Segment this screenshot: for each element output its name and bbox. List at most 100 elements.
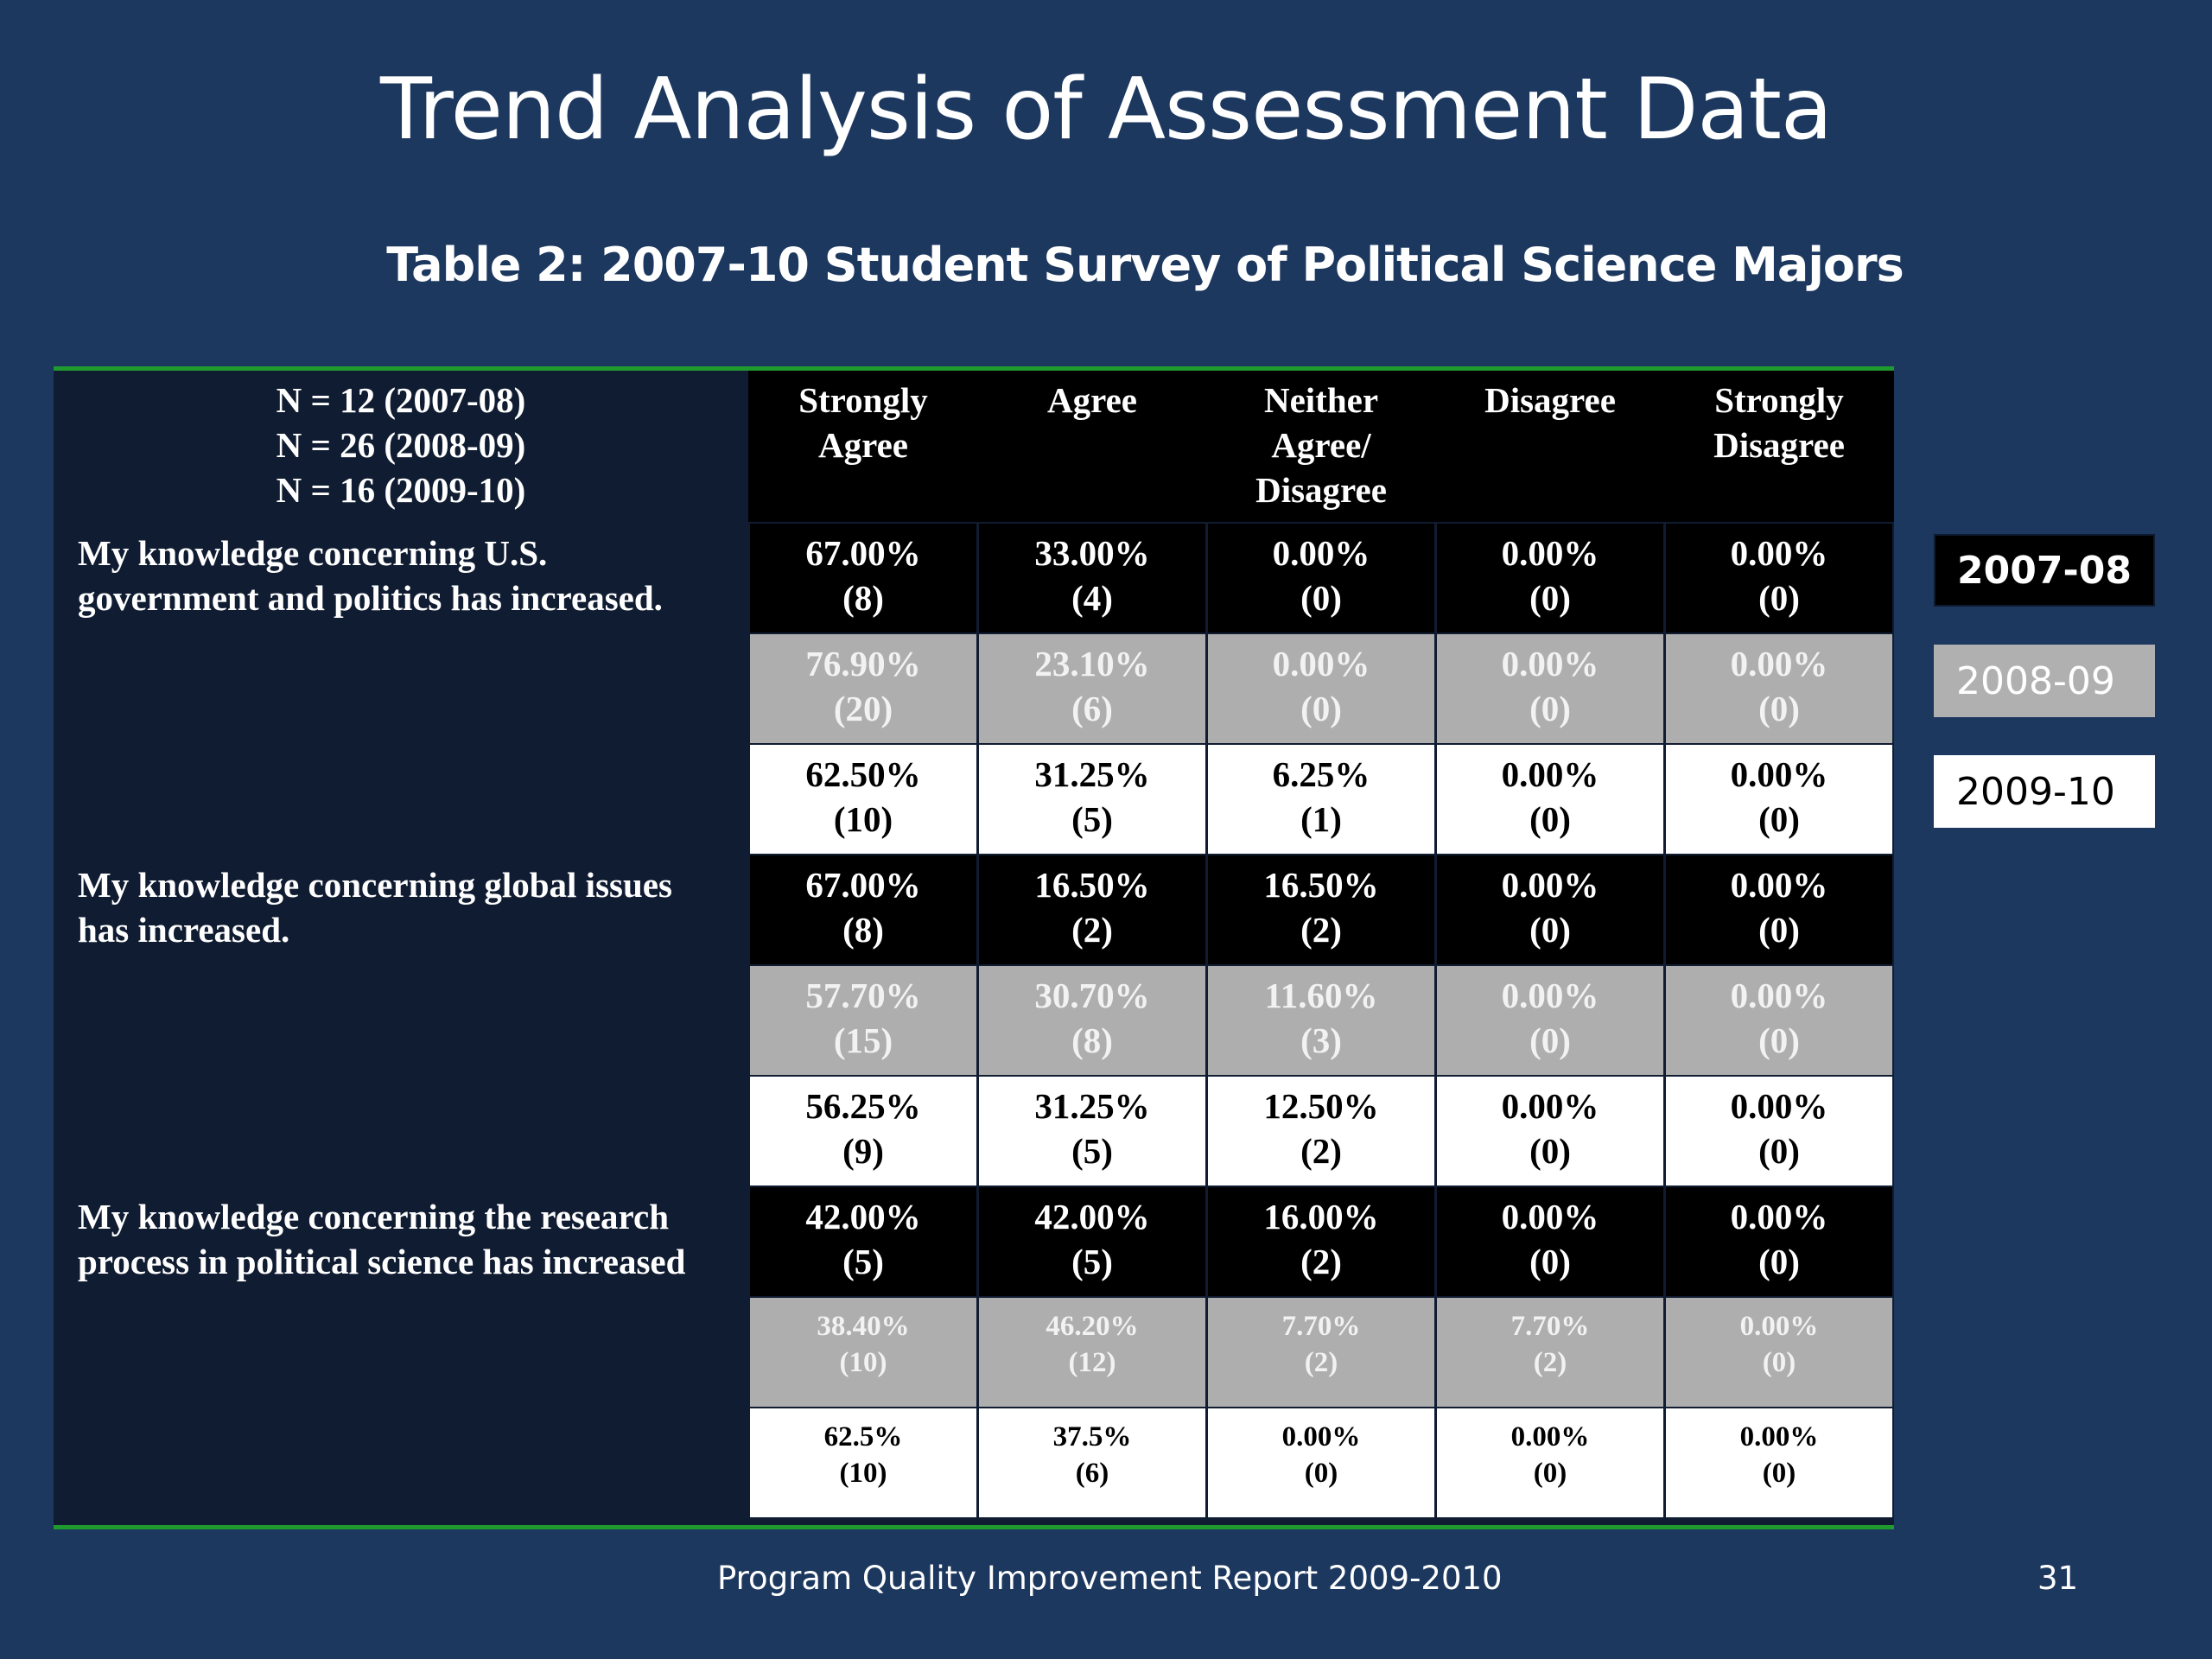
cell-line: Agree: [818, 425, 908, 465]
question-label: My knowledge concerning U.S. government a…: [54, 524, 747, 632]
cell-line: 42.00%: [1034, 1197, 1150, 1236]
slide-title: Trend Analysis of Assessment Data: [380, 60, 1833, 159]
cell-line: (0): [1529, 1020, 1571, 1060]
cell-line: 0.00%: [1272, 533, 1370, 573]
cell-line: Agree/: [1271, 425, 1371, 465]
cell-line: (10): [839, 1347, 887, 1378]
cell-line: 12.50%: [1263, 1086, 1379, 1126]
cell-line: (0): [1758, 910, 1800, 950]
cell-line: (6): [1071, 689, 1113, 728]
value-cell: 30.70% (8): [979, 966, 1205, 1075]
cell-line: 62.5%: [823, 1421, 903, 1452]
cell-line: 0.00%: [1730, 1197, 1828, 1236]
value-cell: 0.00% (0): [1666, 966, 1892, 1075]
cell-line: (0): [1758, 1242, 1800, 1281]
cell-line: 30.70%: [1034, 976, 1150, 1015]
cell-line: N = 26 (2008-09): [276, 425, 526, 465]
cell-line: (2): [1300, 910, 1342, 950]
cell-line: (0): [1529, 1242, 1571, 1281]
cell-line: 0.00%: [1739, 1421, 1819, 1452]
cell-line: (0): [1304, 1458, 1338, 1489]
value-cell: 0.00% (0): [1208, 1408, 1434, 1517]
column-header: Strongly Disagree: [1664, 371, 1894, 522]
value-cell: 16.50% (2): [1208, 855, 1434, 964]
cell-line: (0): [1300, 578, 1342, 618]
value-cell: 12.50% (2): [1208, 1077, 1434, 1185]
value-cell: 38.40% (10): [750, 1298, 976, 1407]
value-cell: 62.50% (10): [750, 745, 976, 854]
cell-line: 33.00%: [1034, 533, 1150, 573]
cell-line: (0): [1762, 1458, 1796, 1489]
value-cell: 0.00% (0): [1437, 1077, 1663, 1185]
value-cell: 33.00% (4): [979, 524, 1205, 632]
cell-line: (1): [1300, 799, 1342, 839]
cell-line: 0.00%: [1730, 976, 1828, 1015]
cell-line: 16.50%: [1034, 865, 1150, 905]
cell-line: 57.70%: [805, 976, 921, 1015]
cell-line: (0): [1758, 1020, 1800, 1060]
cell-line: N = 16 (2009-10): [276, 470, 526, 510]
cell-line: 11.60%: [1264, 976, 1378, 1015]
cell-line: 0.00%: [1739, 1311, 1819, 1342]
cell-line: (2): [1071, 910, 1113, 950]
value-cell: 0.00% (0): [1666, 1408, 1892, 1517]
value-cell: 67.00% (8): [750, 524, 976, 632]
cell-line: 16.50%: [1263, 865, 1379, 905]
cell-line: 0.00%: [1501, 533, 1599, 573]
value-cell: 76.90% (20): [750, 634, 976, 743]
column-header: Agree: [977, 371, 1207, 522]
value-cell: 0.00% (0): [1666, 745, 1892, 854]
cell-line: 67.00%: [805, 533, 921, 573]
cell-line: 7.70%: [1510, 1311, 1590, 1342]
cell-line: (2): [1533, 1347, 1567, 1378]
cell-line: 7.70%: [1281, 1311, 1361, 1342]
cell-line: (0): [1758, 799, 1800, 839]
cell-line: N = 12 (2007-08): [276, 380, 526, 420]
value-cell: 56.25% (9): [750, 1077, 976, 1185]
legend-2008-09: 2008-09: [1934, 645, 2155, 717]
cell-line: (0): [1762, 1347, 1796, 1378]
value-cell: 0.00% (0): [1666, 855, 1892, 964]
value-cell: 0.00% (0): [1437, 1187, 1663, 1296]
value-cell: 31.25% (5): [979, 1077, 1205, 1185]
cell-line: 16.00%: [1263, 1197, 1379, 1236]
cell-line: (0): [1758, 1131, 1800, 1171]
value-cell: 16.00% (2): [1208, 1187, 1434, 1296]
cell-line: process in political science has increas…: [78, 1242, 686, 1281]
cell-line: 38.40%: [817, 1311, 910, 1342]
value-cell: 31.25% (5): [979, 745, 1205, 854]
cell-line: 0.00%: [1501, 1197, 1599, 1236]
cell-line: 0.00%: [1501, 644, 1599, 683]
cell-line: 37.5%: [1052, 1421, 1132, 1452]
question-label: My knowledge concerning the research proc…: [54, 1187, 747, 1296]
cell-line: (9): [842, 1131, 884, 1171]
column-header: Neither Agree/Disagree: [1206, 371, 1436, 522]
question-label-blank: [54, 745, 747, 854]
cell-line: (0): [1300, 689, 1342, 728]
page-number: 31: [2037, 1560, 2079, 1597]
cell-line: 31.25%: [1034, 754, 1150, 794]
cell-line: Strongly: [1714, 380, 1844, 420]
cell-line: (0): [1529, 910, 1571, 950]
cell-line: (0): [1758, 578, 1800, 618]
cell-line: 6.25%: [1272, 754, 1370, 794]
cell-line: (8): [1071, 1020, 1113, 1060]
question-label-blank: [54, 966, 747, 1075]
cell-line: 0.00%: [1501, 976, 1599, 1015]
question-label-blank: [54, 1408, 747, 1517]
cell-line: Disagree: [1255, 470, 1387, 510]
value-cell: 11.60% (3): [1208, 966, 1434, 1075]
value-cell: 0.00% (0): [1666, 1298, 1892, 1407]
value-cell: 23.10% (6): [979, 634, 1205, 743]
value-cell: 42.00% (5): [979, 1187, 1205, 1296]
value-cell: 67.00% (8): [750, 855, 976, 964]
cell-line: 0.00%: [1510, 1421, 1590, 1452]
survey-table: N = 12 (2007-08) N = 26 (2008-09) N = 16 (…: [54, 366, 1894, 1529]
question-label-blank: [54, 1077, 747, 1185]
value-cell: 37.5% (6): [979, 1408, 1205, 1517]
value-cell: 6.25% (1): [1208, 745, 1434, 854]
cell-line: 0.00%: [1730, 533, 1828, 573]
cell-line: (0): [1529, 1131, 1571, 1171]
cell-line: (10): [833, 799, 893, 839]
question-label-blank: [54, 1298, 747, 1407]
